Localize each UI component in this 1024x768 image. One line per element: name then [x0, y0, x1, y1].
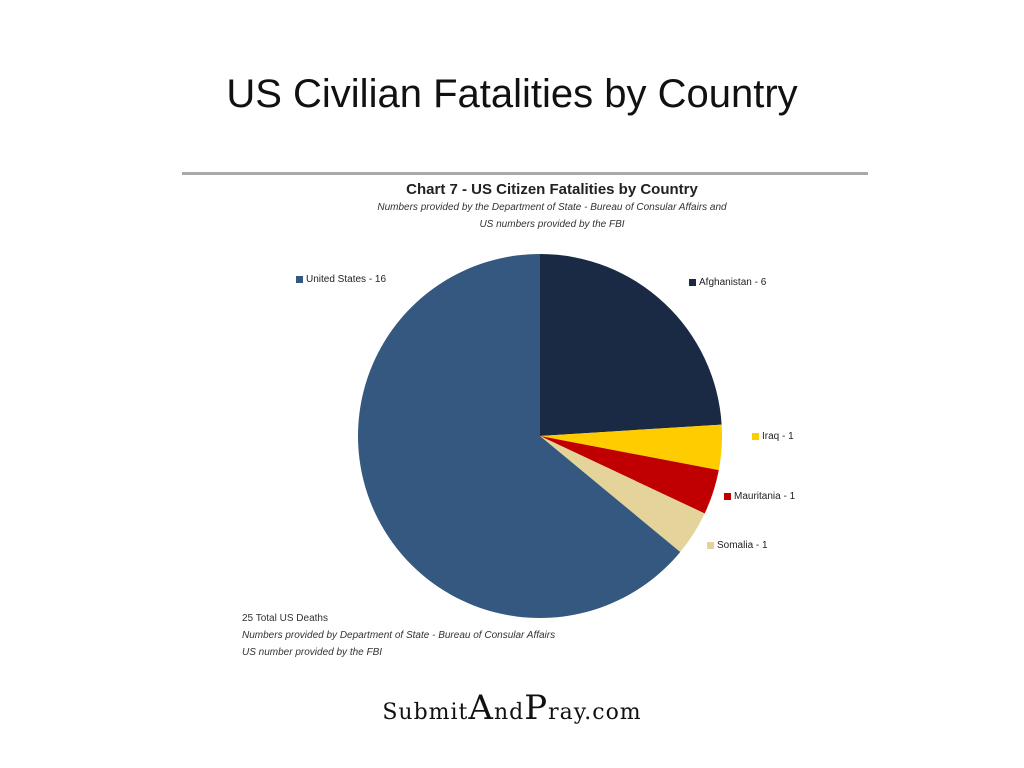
legend-swatch-iraq [752, 433, 759, 440]
submitandpray-logo: SubmitAndPray.com [0, 688, 1024, 728]
legend-label-united-states: United States - 16 [306, 274, 387, 285]
legend-mauritania: Mauritania - 1 [724, 491, 795, 502]
legend-swatch-mauritania [724, 493, 731, 500]
footnote-source-1: Numbers provided by Department of State … [242, 630, 556, 641]
pie-slice-somalia [540, 436, 705, 553]
legend-united-states: United States - 16 [296, 274, 386, 285]
legend-label-somalia: Somalia - 1 [717, 540, 768, 551]
legend-iraq: Iraq - 1 [752, 431, 794, 442]
pie-slice-iraq [540, 424, 722, 471]
chart-subtitle-line-2: US numbers provided by the FBI [479, 219, 625, 230]
logo-text: SubmitAndPray.com [382, 688, 642, 728]
legend-label-iraq: Iraq - 1 [762, 431, 794, 442]
pie-slices [357, 254, 722, 618]
slide-title: US Civilian Fatalities by Country [226, 72, 798, 116]
pie-slice-united-states [357, 254, 681, 618]
chart-title: Chart 7 - US Citizen Fatalities by Count… [406, 181, 698, 198]
pie-slice-afghanistan [540, 254, 722, 436]
footnote-source-2: US number provided by the FBI [242, 647, 383, 658]
legend-swatch-united-states [296, 276, 303, 283]
legend-label-mauritania: Mauritania - 1 [734, 491, 796, 502]
legend-swatch-afghanistan [689, 279, 696, 286]
chart-subtitle-line-1: Numbers provided by the Department of St… [377, 202, 727, 213]
legend-afghanistan: Afghanistan - 6 [689, 277, 766, 288]
legend-swatch-somalia [707, 542, 714, 549]
pie-slice-mauritania [540, 436, 719, 514]
title-divider [182, 172, 868, 175]
legend-label-afghanistan: Afghanistan - 6 [699, 277, 767, 288]
footnote-total: 25 Total US Deaths [242, 613, 328, 624]
legend-somalia: Somalia - 1 [707, 540, 768, 551]
